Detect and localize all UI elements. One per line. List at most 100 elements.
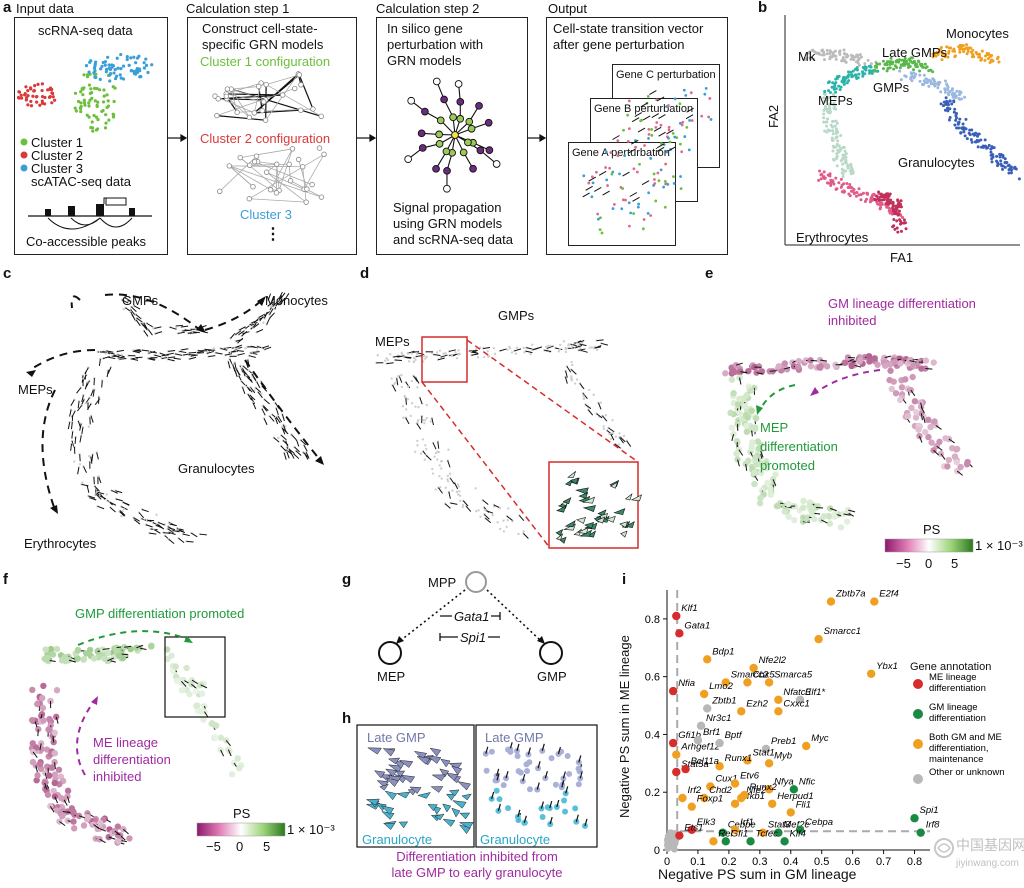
cell-dot bbox=[96, 117, 100, 122]
cell-dot bbox=[31, 94, 35, 98]
embedding-cell bbox=[889, 56, 893, 60]
cell-dot bbox=[81, 93, 85, 97]
output-cell bbox=[650, 133, 654, 137]
header-input-data: Input data bbox=[16, 1, 74, 16]
embedding-cell bbox=[976, 139, 980, 143]
embedding-cell bbox=[924, 66, 928, 70]
step2-bottom-3: and scRNA-seq data bbox=[393, 232, 513, 247]
embedding-cell bbox=[913, 63, 917, 67]
embedding-cell bbox=[888, 60, 892, 64]
cell-dot bbox=[24, 98, 28, 102]
cell-dot bbox=[112, 99, 116, 104]
vector-arrow bbox=[154, 354, 162, 358]
watermark-url: jiyinwang.com bbox=[956, 858, 1019, 869]
vector-arrow bbox=[168, 356, 176, 359]
grn-node bbox=[253, 153, 260, 159]
panel-letter-d: d bbox=[360, 265, 370, 282]
embedding-cell bbox=[969, 46, 973, 50]
cell-dot bbox=[32, 88, 36, 93]
embedding-cell bbox=[933, 80, 937, 84]
embedding-cell bbox=[918, 79, 922, 83]
output-cell bbox=[626, 140, 630, 143]
signal-node bbox=[435, 139, 444, 148]
embedding-cell bbox=[881, 59, 885, 63]
embedding-cell bbox=[979, 58, 983, 62]
cell-dot bbox=[104, 121, 108, 125]
embedding-cell bbox=[885, 69, 889, 73]
embedding-cell bbox=[885, 205, 889, 209]
embedding-cell bbox=[830, 55, 834, 59]
embedding-cell bbox=[840, 59, 844, 63]
embedding-cell bbox=[991, 59, 995, 63]
grn-node bbox=[309, 181, 315, 188]
signal-node bbox=[404, 155, 412, 163]
embedding-cell bbox=[833, 124, 837, 128]
cell-dot bbox=[103, 126, 108, 130]
cell-dot bbox=[87, 70, 91, 74]
signal-node bbox=[449, 113, 457, 122]
output-cell bbox=[596, 212, 600, 216]
embedding-cell bbox=[849, 165, 853, 169]
label-meps: MEPs bbox=[818, 93, 853, 108]
cell-dot bbox=[38, 103, 42, 107]
output-cell bbox=[642, 218, 646, 221]
cell-dot bbox=[111, 115, 116, 119]
label-gmps: GMPs bbox=[873, 80, 910, 95]
grn-node bbox=[299, 164, 306, 170]
embedding-cell bbox=[970, 55, 974, 59]
grn-node bbox=[318, 194, 325, 200]
embedding-cell bbox=[901, 216, 905, 220]
embedding-cell bbox=[952, 100, 956, 104]
embedding-cell bbox=[943, 79, 947, 83]
embedding-cell bbox=[828, 129, 832, 133]
embedding-cell bbox=[922, 73, 926, 77]
embedding-cell bbox=[879, 195, 883, 199]
input-data-box bbox=[14, 17, 168, 255]
vector-arrow bbox=[108, 356, 116, 360]
embedding-cell bbox=[827, 89, 831, 93]
embedding-cell bbox=[834, 145, 838, 149]
embedding-cell bbox=[855, 191, 859, 195]
cell-dot bbox=[40, 88, 44, 93]
embedding-cell bbox=[834, 57, 838, 61]
signal-node bbox=[432, 77, 441, 86]
cell-dot bbox=[104, 67, 109, 71]
grn-edge bbox=[219, 155, 257, 192]
output-arrow bbox=[651, 113, 660, 119]
grn-node bbox=[263, 81, 269, 88]
embedding-cell bbox=[950, 102, 954, 106]
embedding-cell bbox=[903, 59, 907, 63]
output-cell bbox=[599, 216, 602, 220]
embedding-cell bbox=[820, 49, 824, 53]
embedding-cell bbox=[886, 60, 890, 64]
grid-cell bbox=[104, 352, 107, 355]
embedding-cell bbox=[815, 51, 819, 55]
output-cell bbox=[667, 136, 670, 140]
output-cell bbox=[663, 180, 667, 183]
embedding-cell bbox=[899, 202, 903, 206]
embedding-cell bbox=[837, 50, 841, 54]
embedding-cell bbox=[946, 87, 950, 91]
embedding-cell bbox=[955, 126, 959, 130]
cell-dot bbox=[103, 60, 108, 64]
embedding-cell bbox=[834, 176, 838, 180]
output-cell bbox=[643, 144, 646, 147]
output-cell bbox=[672, 175, 675, 179]
grn-edge bbox=[254, 161, 313, 185]
vector-arrow bbox=[134, 350, 142, 353]
embedding-cell bbox=[822, 175, 826, 179]
embedding-cell bbox=[898, 218, 902, 222]
output-cell bbox=[656, 171, 660, 175]
grn-node bbox=[304, 186, 310, 192]
output-arrow bbox=[628, 148, 636, 154]
output-cell bbox=[591, 181, 595, 185]
output-cell bbox=[650, 127, 654, 131]
embedding-cell bbox=[869, 62, 873, 66]
embedding-cell bbox=[1007, 163, 1011, 167]
output-arrow bbox=[594, 187, 602, 192]
embedding-cell bbox=[817, 178, 821, 182]
output-arrow bbox=[582, 192, 590, 198]
embedding-cell bbox=[955, 89, 959, 93]
output-cell bbox=[590, 175, 594, 179]
signal-node bbox=[467, 124, 476, 133]
